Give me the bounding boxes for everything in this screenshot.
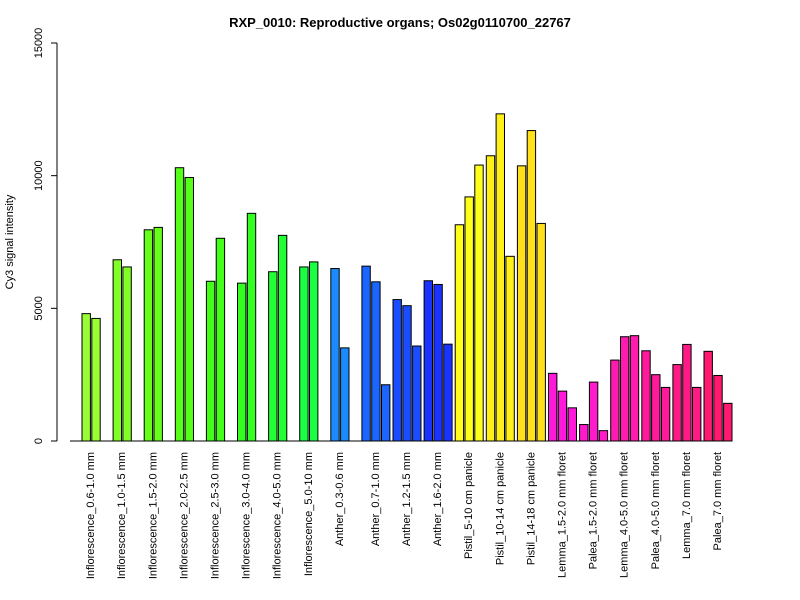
bar <box>485 155 496 442</box>
category-labels: Inflorescence_0.6-1.0 mm Inflorescence_1.… <box>85 452 724 579</box>
bar <box>371 281 381 442</box>
bar <box>143 229 154 442</box>
category-label: Inflorescence_2.0-2.5 mm <box>178 452 190 579</box>
bar <box>723 402 733 442</box>
bar <box>567 407 577 442</box>
bar <box>246 212 257 442</box>
bar <box>692 386 702 442</box>
category-label: Pistil_14-18 cm panicle <box>525 452 537 565</box>
category-label: Inflorescence_5.0-10 mm <box>303 452 315 576</box>
bar <box>629 335 640 442</box>
bar <box>610 359 620 442</box>
chart-title: RXP_0010: Reproductive organs; Os02g0110… <box>229 15 571 30</box>
category-label: Anther_0.7-1.0 mm <box>370 452 382 546</box>
bar <box>526 130 537 442</box>
category-label: Inflorescence_4.0-5.0 mm <box>272 452 284 579</box>
bar <box>651 374 661 442</box>
category-label: Anther_1.6-2.0 mm <box>432 452 444 546</box>
bar <box>557 390 568 442</box>
bar <box>122 266 132 442</box>
category-label: Inflorescence_1.0-1.5 mm <box>116 452 128 579</box>
bars-group <box>81 113 733 442</box>
bar <box>641 350 651 442</box>
bar <box>495 113 506 442</box>
bar <box>672 364 682 442</box>
bar <box>392 299 402 442</box>
y-tick-label: 5000 <box>33 296 45 320</box>
bar <box>112 259 122 442</box>
category-label: Anther_1.2-1.5 mm <box>401 452 413 546</box>
category-label: Lemma_1.5-2.0 mm floret <box>557 452 569 578</box>
bar <box>330 268 340 442</box>
category-label: Inflorescence_2.5-3.0 mm <box>210 452 222 579</box>
bar <box>91 317 101 442</box>
bar <box>205 280 216 442</box>
bar <box>548 372 558 442</box>
category-label: Anther_0.3-0.6 mm <box>334 452 346 546</box>
bar <box>516 165 527 442</box>
category-label: Lemma_4.0-5.0 mm floret <box>619 452 631 578</box>
bar <box>277 234 288 442</box>
bar <box>381 384 391 442</box>
category-label: Palea_7.0 mm floret <box>712 452 724 550</box>
y-tick-label: 0 <box>33 438 45 444</box>
bar <box>299 266 309 442</box>
bar <box>215 237 226 442</box>
bar <box>184 177 195 442</box>
y-axis: 0 5000 10000 15000 <box>33 28 58 444</box>
bar <box>340 347 350 442</box>
bar <box>412 345 422 442</box>
bar <box>402 305 412 442</box>
bar <box>598 430 609 442</box>
bar <box>505 255 515 442</box>
category-label: Lemma_7.0 mm floret <box>681 452 693 559</box>
category-label: Pistil_10-14 cm panicle <box>494 452 506 565</box>
bar <box>536 222 546 442</box>
bar <box>81 313 91 442</box>
y-tick-label: 10000 <box>33 160 45 191</box>
bar <box>620 336 630 442</box>
category-label: Inflorescence_1.5-2.0 mm <box>147 452 159 579</box>
bar <box>153 226 163 442</box>
category-label: Palea_1.5-2.0 mm floret <box>588 452 600 569</box>
category-label: Inflorescence_0.6-1.0 mm <box>85 452 97 579</box>
bar <box>474 164 484 442</box>
category-label: Palea_4.0-5.0 mm floret <box>650 452 662 569</box>
y-axis-label: Cy3 signal intensity <box>4 194 16 289</box>
bar <box>464 196 474 442</box>
bar <box>309 261 319 442</box>
bar <box>268 271 278 442</box>
bar <box>443 343 453 442</box>
bar <box>433 283 443 442</box>
bar <box>579 424 589 442</box>
bar <box>423 280 434 442</box>
bar <box>588 381 599 442</box>
category-label: Pistil_5-10 cm panicle <box>463 452 475 559</box>
bar <box>682 343 692 442</box>
bar <box>174 167 185 442</box>
bar <box>454 224 465 442</box>
y-tick-label: 15000 <box>33 28 45 59</box>
bar <box>660 386 671 442</box>
category-label: Inflorescence_3.0-4.0 mm <box>241 452 253 579</box>
bar <box>237 282 247 442</box>
bar <box>713 374 723 442</box>
bar <box>361 265 371 442</box>
bar <box>703 350 713 442</box>
